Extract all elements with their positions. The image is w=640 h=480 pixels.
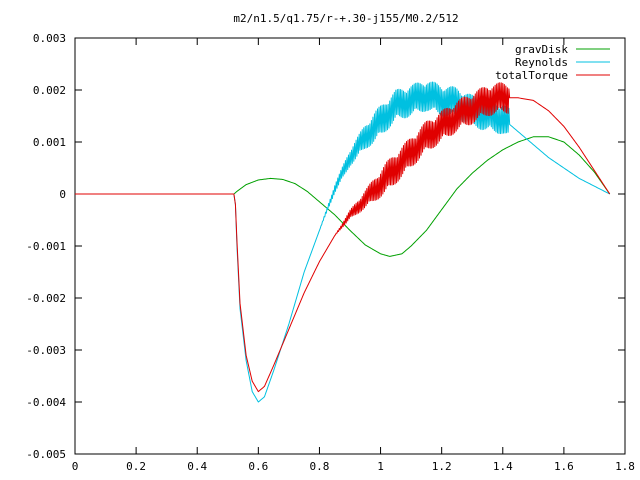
axis-ticks: [74, 37, 626, 455]
x-tick-label: 1.2: [432, 460, 452, 473]
y-tick-label: -0.005: [26, 448, 66, 461]
legend-label-gravDisk: gravDisk: [515, 43, 568, 56]
x-tick-label: 0.2: [126, 460, 146, 473]
y-tick-label: -0.002: [26, 292, 66, 305]
legend-label-totalTorque: totalTorque: [495, 69, 568, 82]
y-tick-label: 0.001: [33, 136, 66, 149]
series-line-gravDisk: [75, 136, 611, 257]
chart-title: m2/n1.5/q1.75/r-+.30-j155/M0.2/512: [233, 12, 458, 25]
x-tick-label: 1.4: [493, 460, 513, 473]
x-tick-label: 1.6: [554, 460, 574, 473]
x-tick-label: 0: [72, 460, 79, 473]
x-tick-label: 0.4: [187, 460, 207, 473]
x-tick-label: 1.8: [615, 460, 635, 473]
series-line-Reynolds: [75, 81, 610, 403]
x-tick-label: 0.8: [310, 460, 330, 473]
legend-label-Reynolds: Reynolds: [515, 56, 568, 69]
y-tick-label: 0.002: [33, 84, 66, 97]
x-tick-label: 1: [377, 460, 384, 473]
y-tick-label: -0.004: [26, 396, 66, 409]
y-tick-label: 0.003: [33, 32, 66, 45]
y-tick-label: -0.003: [26, 344, 66, 357]
y-tick-label: 0: [59, 188, 66, 201]
series-lines: [75, 81, 611, 403]
plot-frame: [74, 37, 626, 455]
x-tick-label: 0.6: [248, 460, 268, 473]
y-tick-label: -0.001: [26, 240, 66, 253]
series-line-totalTorque: [75, 82, 611, 393]
axis-tick-labels: 0 0.2 0.4 0.6 0.8 1 1.2 1.4 1.6 1.8 0.003 0.002 0.00…: [26, 32, 635, 473]
